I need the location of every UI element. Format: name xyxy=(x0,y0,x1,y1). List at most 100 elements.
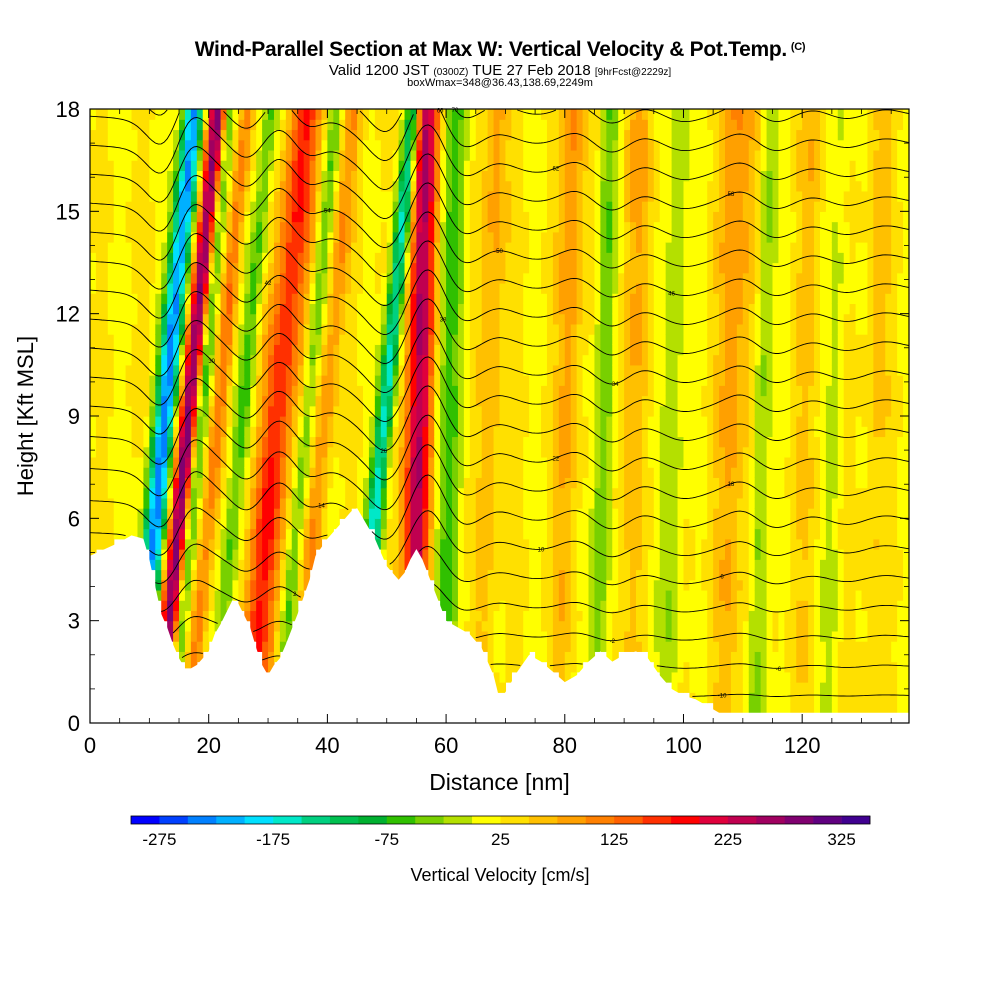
velocity-cell xyxy=(594,354,601,366)
velocity-cell xyxy=(570,600,578,612)
velocity-cell xyxy=(422,559,429,571)
velocity-cell xyxy=(196,334,204,345)
velocity-cell xyxy=(303,190,311,202)
velocity-cell xyxy=(487,579,495,591)
velocity-cell xyxy=(238,272,245,284)
velocity-cell xyxy=(161,160,168,171)
velocity-cell xyxy=(612,600,619,612)
velocity-cell xyxy=(179,426,186,438)
velocity-cell xyxy=(386,395,394,407)
velocity-cell xyxy=(546,395,554,407)
velocity-cell xyxy=(671,262,679,274)
valid-time-line: Valid 1200 JST (0300Z) TUE 27 Feb 2018 [… xyxy=(0,62,1000,79)
velocity-cell xyxy=(463,610,471,622)
velocity-cell xyxy=(541,651,548,663)
velocity-cell xyxy=(457,303,465,315)
velocity-cell xyxy=(273,211,281,223)
velocity-cell xyxy=(327,252,334,264)
velocity-cell xyxy=(499,201,507,212)
velocity-cell xyxy=(641,160,649,171)
velocity-cell xyxy=(529,385,536,397)
velocity-cell xyxy=(90,395,97,407)
velocity-cell xyxy=(279,190,287,202)
velocity-cell xyxy=(398,538,406,550)
velocity-cell xyxy=(671,682,679,693)
velocity-cell xyxy=(161,180,168,192)
velocity-cell xyxy=(279,518,287,530)
velocity-cell xyxy=(523,497,530,509)
velocity-cell xyxy=(487,313,495,325)
velocity-cell xyxy=(481,456,489,468)
velocity-cell xyxy=(309,190,317,202)
velocity-cell xyxy=(475,610,483,622)
velocity-cell xyxy=(285,467,293,478)
velocity-cell xyxy=(570,282,578,294)
velocity-cell xyxy=(363,375,370,386)
velocity-cell xyxy=(179,467,186,478)
velocity-cell xyxy=(410,139,418,151)
velocity-cell xyxy=(131,446,139,458)
velocity-cell xyxy=(422,231,429,243)
velocity-cell xyxy=(588,641,596,652)
velocity-cell xyxy=(523,109,530,120)
velocity-cell xyxy=(481,149,489,161)
velocity-cell xyxy=(576,323,584,335)
velocity-cell xyxy=(327,508,334,519)
velocity-cell xyxy=(173,170,180,182)
velocity-cell xyxy=(155,385,162,397)
velocity-cell xyxy=(452,344,459,356)
velocity-cell xyxy=(541,569,548,581)
velocity-cell xyxy=(333,109,340,120)
velocity-cell xyxy=(683,671,691,683)
velocity-cell xyxy=(653,620,661,632)
velocity-cell xyxy=(273,426,281,438)
velocity-cell xyxy=(552,456,560,468)
velocity-cell xyxy=(345,477,352,489)
velocity-cell xyxy=(256,262,263,274)
velocity-cell xyxy=(315,456,323,468)
velocity-cell xyxy=(481,385,489,397)
velocity-cell xyxy=(113,242,121,253)
velocity-cell xyxy=(624,538,631,550)
velocity-cell xyxy=(90,456,97,468)
velocity-cell xyxy=(636,589,643,601)
velocity-cell xyxy=(517,610,524,622)
velocity-cell xyxy=(469,528,477,540)
velocity-cell xyxy=(511,405,518,417)
velocity-cell xyxy=(155,416,162,427)
velocity-cell xyxy=(167,497,174,509)
velocity-cell xyxy=(244,549,251,560)
velocity-cell xyxy=(155,589,162,601)
velocity-cell xyxy=(309,160,317,171)
velocity-cell xyxy=(487,282,495,294)
velocity-cell xyxy=(463,160,471,171)
velocity-cell xyxy=(155,272,162,284)
velocity-cell xyxy=(505,180,512,192)
velocity-cell xyxy=(683,641,691,652)
velocity-cell xyxy=(392,487,400,499)
velocity-cell xyxy=(137,262,145,274)
velocity-cell xyxy=(196,456,204,468)
velocity-cell xyxy=(463,508,471,519)
velocity-cell xyxy=(588,508,596,519)
velocity-cell xyxy=(558,149,566,161)
velocity-cell xyxy=(279,508,287,519)
velocity-cell xyxy=(618,354,625,366)
velocity-cell xyxy=(618,313,625,325)
velocity-cell xyxy=(167,620,174,632)
velocity-cell xyxy=(570,569,578,581)
velocity-cell xyxy=(422,190,429,202)
velocity-cell xyxy=(505,569,512,581)
velocity-cell xyxy=(256,242,263,253)
velocity-cell xyxy=(374,170,382,182)
velocity-cell xyxy=(428,272,435,284)
velocity-cell xyxy=(208,334,216,345)
velocity-cell xyxy=(481,559,489,571)
velocity-cell xyxy=(659,456,667,468)
velocity-cell xyxy=(392,211,400,223)
velocity-cell xyxy=(297,190,305,202)
velocity-cell xyxy=(558,109,566,120)
velocity-cell xyxy=(511,508,518,519)
velocity-cell xyxy=(493,589,501,601)
velocity-cell xyxy=(368,446,376,458)
